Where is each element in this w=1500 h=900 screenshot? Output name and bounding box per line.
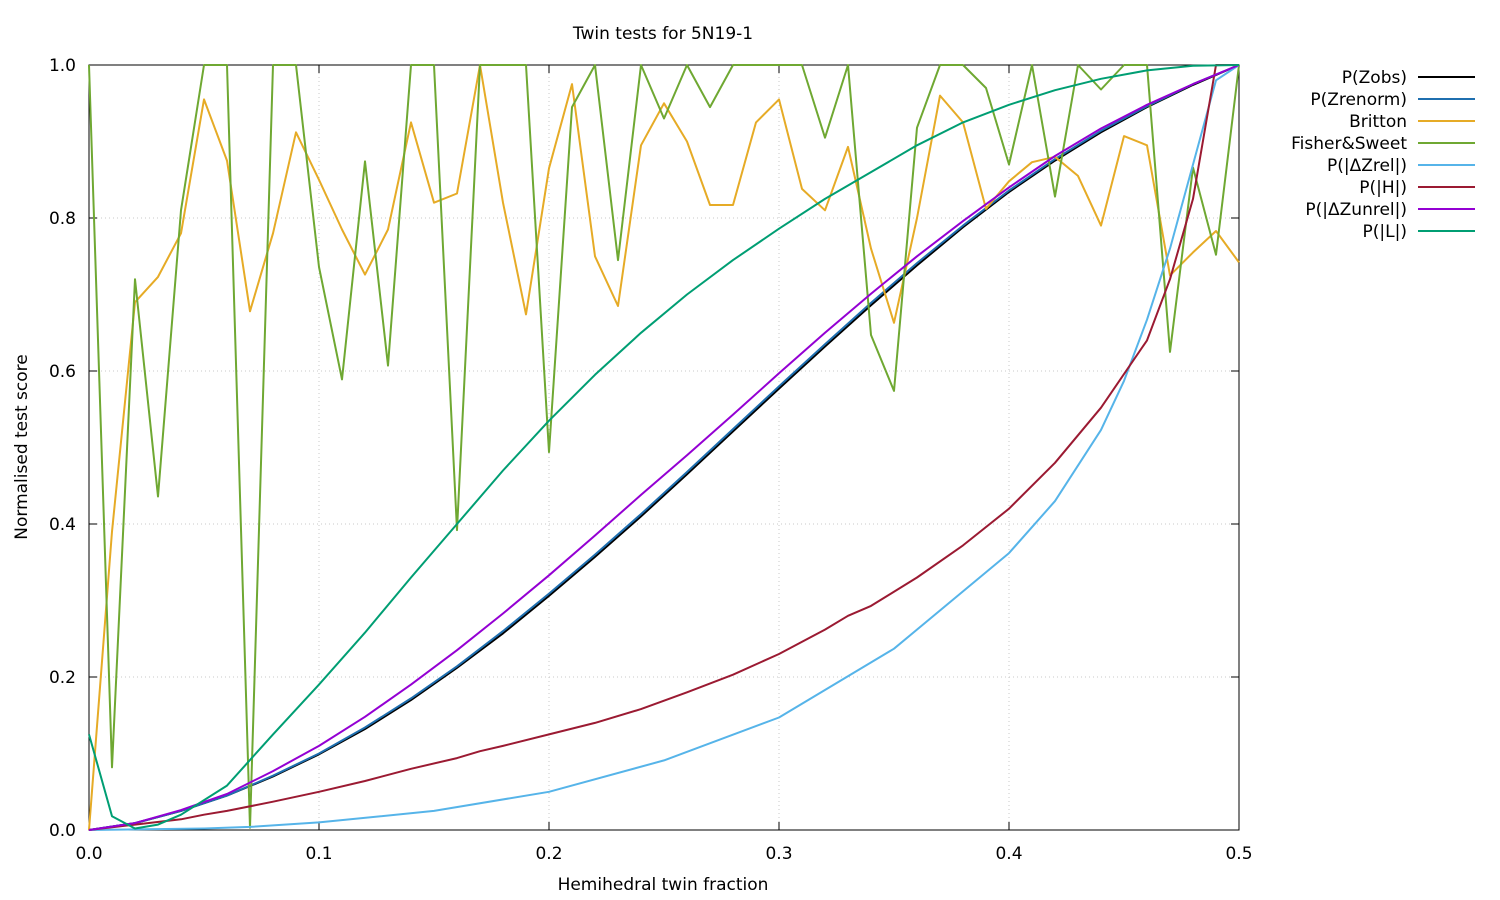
series-line-4 (88, 64, 1240, 831)
legend-label: Fisher&Sweet (1291, 134, 1407, 154)
x-tick-label: 0.2 (535, 844, 562, 864)
legend-label: P(|ΔZrel|) (1327, 156, 1407, 176)
y-tick-label: 0.8 (49, 209, 76, 229)
y-tick-label: 0.0 (49, 821, 76, 841)
legend-label: P(Zrenorm) (1310, 90, 1407, 110)
legend: P(Zobs)P(Zrenorm)BrittonFisher&SweetP(|Δ… (1291, 68, 1475, 242)
x-tick-label: 0.5 (1225, 844, 1252, 864)
legend-label: Britton (1349, 112, 1407, 132)
axis-ticks: 0.0 0.1 0.2 0.3 0.4 0.5 0.0 0.2 0.4 0.6 0.8 1.0 (49, 56, 1253, 864)
chart-title: Twin tests for 5N19-1 (572, 24, 753, 44)
y-axis-title: Normalised test score (12, 354, 32, 539)
y-tick-label: 0.6 (49, 362, 76, 382)
x-axis-title: Hemihedral twin fraction (558, 875, 769, 895)
y-tick-label: 0.4 (49, 515, 76, 535)
legend-label: P(|L|) (1363, 222, 1407, 242)
y-tick-label: 1.0 (49, 56, 76, 76)
x-tick-label: 0.1 (305, 844, 332, 864)
series-lines (88, 64, 1240, 831)
legend-label: P(|ΔZunrel|) (1305, 200, 1407, 220)
y-tick-label: 0.2 (49, 668, 76, 688)
x-tick-label: 0.4 (995, 844, 1022, 864)
series-line-2 (88, 64, 1240, 831)
series-line-5 (88, 64, 1239, 831)
series-line-1 (88, 64, 1240, 831)
legend-label: P(|H|) (1359, 178, 1407, 198)
series-line-7 (88, 64, 1240, 830)
series-line-6 (88, 64, 1240, 831)
plot-frame (88, 64, 1240, 831)
legend-label: P(Zobs) (1342, 68, 1407, 88)
x-tick-label: 0.3 (765, 844, 792, 864)
x-tick-label: 0.0 (75, 844, 102, 864)
series-line-3 (88, 64, 1240, 829)
